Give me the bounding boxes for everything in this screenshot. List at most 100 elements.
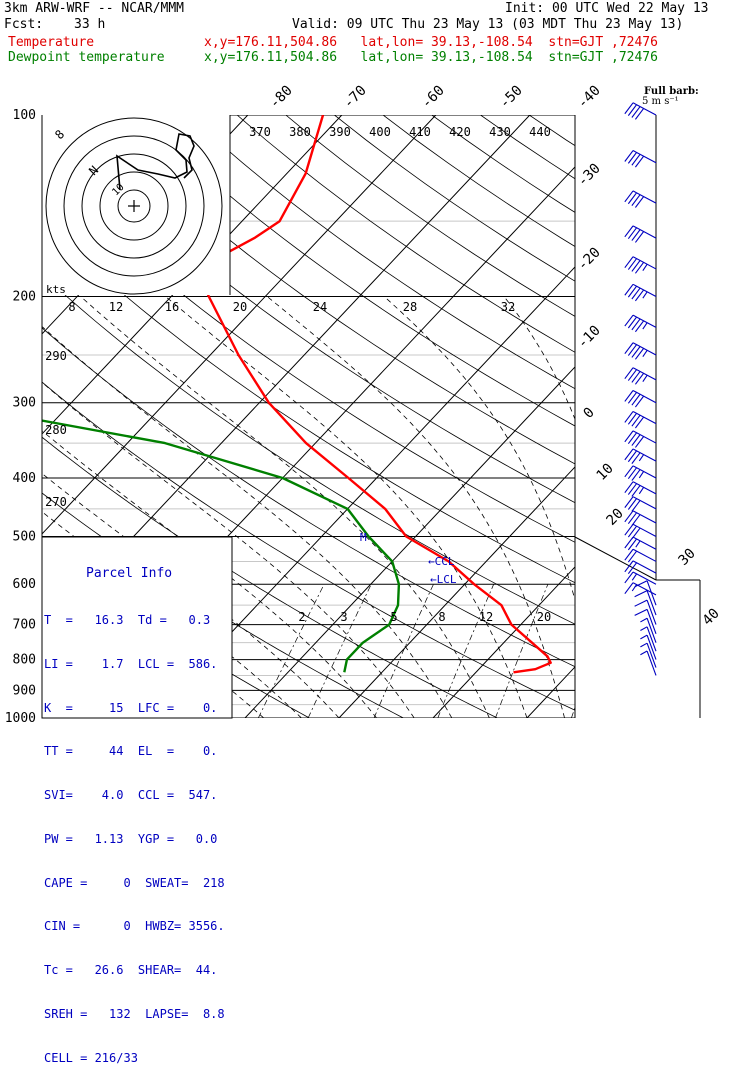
wind-barb [625, 431, 656, 448]
wind-barb [625, 449, 656, 464]
wind-barb-flag [635, 373, 643, 384]
wind-barb [625, 390, 656, 407]
wind-barb-flag [632, 500, 640, 511]
dry-adiabat-label: 430 [489, 125, 511, 139]
wind-barb-flag [635, 156, 643, 167]
wind-barb-flag [640, 618, 647, 622]
parcel-info-row: SVI= 4.0 CCL = 547. [44, 788, 244, 803]
wind-barb-flag [628, 551, 636, 562]
wind-barb-flag [635, 290, 643, 301]
wind-barb [625, 151, 656, 168]
isotherm-line [245, 115, 740, 718]
wind-barb-flag [632, 415, 640, 426]
wind-barb-flag [625, 315, 633, 326]
wind-barb-flag [635, 262, 643, 273]
wind-barb-flag [640, 627, 647, 631]
wind-barb-flag [635, 591, 647, 597]
wind-barb-flag [643, 375, 647, 381]
wind-barb-flag [635, 321, 643, 332]
wind-barb-flag [639, 487, 643, 493]
wind-barb [625, 511, 656, 526]
wind-barb-flag [625, 482, 633, 493]
wind-barb-flag [625, 449, 633, 460]
wind-barb-flag [632, 230, 640, 241]
wind-barb-flag [632, 288, 640, 299]
wind-barb-flag [628, 286, 636, 297]
mixing-ratio-line [258, 584, 324, 718]
parcel-info-row: CELL = 216/33 [44, 1051, 244, 1066]
hodograph-unit-label: kts [46, 283, 66, 296]
wind-barb [625, 343, 656, 360]
wind-barb [625, 257, 656, 274]
wind-barb [625, 191, 656, 208]
dry-adiabat-label: 390 [329, 125, 351, 139]
ccl-annotation: ←CCL [428, 555, 455, 568]
wind-barb [625, 466, 656, 481]
wind-barb-flag [625, 549, 633, 560]
wind-barb [625, 497, 656, 512]
wind-barb-flag [628, 345, 636, 356]
wind-barb-flag [643, 350, 647, 356]
mixing-level-annotation: M [360, 531, 367, 544]
wind-barb-flag [639, 455, 643, 461]
wind-barb-flag [625, 284, 633, 295]
isotherm-label: -60 [419, 83, 448, 112]
pressure-tick-label: 200 [13, 290, 36, 305]
wind-barb-flag [625, 368, 633, 379]
moist-adiabat-line [267, 297, 564, 719]
dry-adiabat-label: 420 [449, 125, 471, 139]
dry-adiabat-label: 410 [409, 125, 431, 139]
wind-barb-flag [632, 319, 640, 330]
mixing-ratio-label: 8 [438, 610, 445, 624]
mixing-ratio-label: 16 [165, 300, 179, 314]
dry-adiabat-line [578, 115, 740, 718]
wind-barb-flag [628, 259, 636, 270]
pressure-tick-label: 700 [13, 618, 36, 633]
parcel-info-row: LI = 1.7 LCL = 586. [44, 657, 244, 672]
potential-temperature-label: 290 [45, 349, 67, 363]
dry-adiabat-line [237, 115, 740, 718]
isotherm-line [339, 115, 740, 718]
wind-barb-flag [625, 583, 633, 594]
parcel-info-row: CAPE = 0 SWEAT= 218 [44, 876, 244, 891]
wind-barb-flag [636, 541, 640, 547]
wind-barb-flag [632, 394, 640, 405]
wind-barb-flag [625, 497, 633, 508]
wind-barb-flag [625, 390, 633, 401]
parcel-info-title: Parcel Info [86, 567, 244, 582]
wind-barb-flag [632, 347, 640, 358]
hodograph-inset [42, 115, 230, 295]
temperature-profile [197, 115, 551, 672]
isotherm-label: -10 [575, 323, 604, 352]
moist-adiabat-line [384, 297, 602, 719]
parcel-info-row: Tc = 26.6 SHEAR= 44. [44, 963, 244, 978]
isotherm-line [527, 115, 740, 718]
wind-barb [625, 368, 656, 385]
wind-barb-flag [632, 470, 640, 481]
isotherm-label: 10 [594, 461, 617, 484]
wind-barb-flag [632, 453, 640, 464]
wind-barb-flag [628, 152, 636, 163]
wind-barb-flag [625, 411, 633, 422]
wind-barb-flag [632, 107, 640, 118]
wind-barb-flag [635, 609, 647, 615]
wind-barb-flag [628, 370, 636, 381]
dry-adiabat-line [383, 115, 740, 718]
wind-barb-flag [643, 264, 647, 270]
wind-barb-flag [632, 260, 640, 271]
potential-temperature-label: 280 [45, 423, 67, 437]
wind-barb-flag [628, 513, 636, 524]
wind-barb-flag [632, 515, 640, 526]
pressure-tick-label: 300 [13, 396, 36, 411]
wind-barb-flag [635, 600, 647, 606]
mixing-ratio-label: 28 [403, 300, 417, 314]
mixing-ratio-label: 32 [501, 300, 515, 314]
mixing-ratio-label: 12 [109, 300, 123, 314]
mixing-ratio-line [571, 584, 619, 718]
wind-barb-flag [628, 413, 636, 424]
wind-key-label: 5 m s⁻¹ [642, 96, 679, 107]
wind-barb-flag [639, 471, 643, 477]
wind-barb-flag [625, 466, 633, 477]
parcel-info-row: PW = 1.13 YGP = 0.0 [44, 832, 244, 847]
isotherm-label: -50 [497, 83, 526, 112]
